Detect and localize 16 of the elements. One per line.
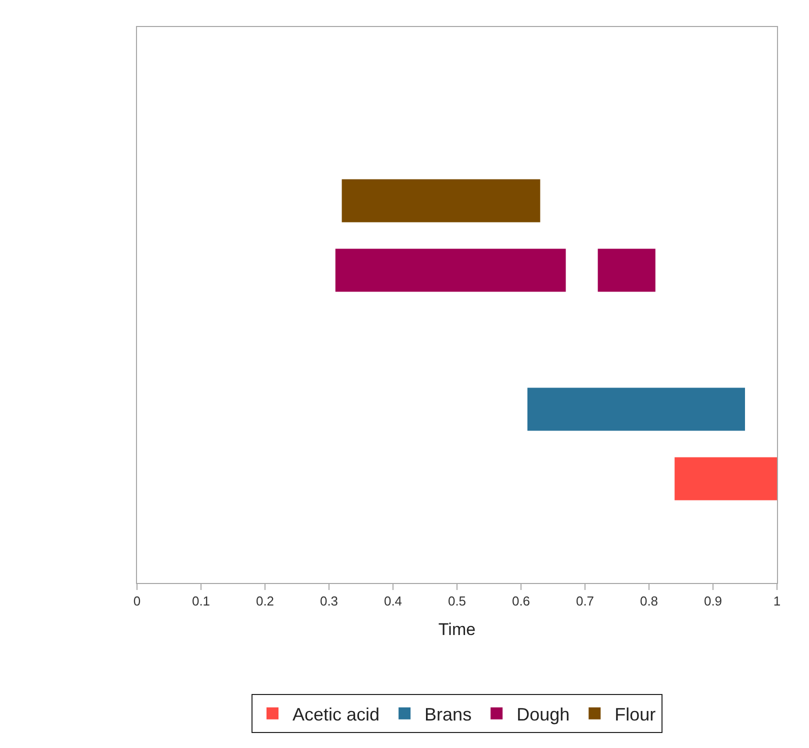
x-tick-label: 0.1: [192, 594, 210, 609]
x-tick-label: 0.9: [704, 594, 722, 609]
legend-label: Dough: [516, 704, 570, 724]
legend-label: Acetic acid: [292, 704, 380, 724]
legend-label: Brans: [424, 704, 472, 724]
x-tick-label: 0.8: [640, 594, 658, 609]
legend-label: Flour: [614, 704, 656, 724]
x-tick-label: 0.7: [576, 594, 594, 609]
x-tick-label: 0: [133, 594, 141, 609]
x-tick-label: 0.3: [320, 594, 338, 609]
x-tick-label: 0.5: [448, 594, 466, 609]
x-tick-label: 0.2: [256, 594, 274, 609]
x-tick-label: 1: [773, 594, 781, 609]
x-axis-title: Time: [438, 620, 476, 639]
x-tick-label: 0.4: [384, 594, 402, 609]
x-tick-label: 0.6: [512, 594, 530, 609]
